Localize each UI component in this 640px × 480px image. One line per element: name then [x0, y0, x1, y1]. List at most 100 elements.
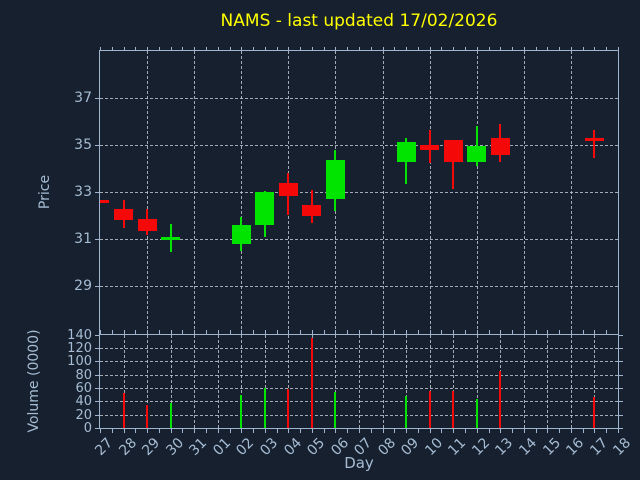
price-tick-label: 35 — [74, 137, 92, 154]
x-minor-tick-bottom — [606, 429, 608, 433]
price-tick-label: 33 — [74, 184, 92, 201]
volume-tick-right — [618, 387, 623, 389]
volume-gridline-v — [288, 334, 290, 428]
x-minor-tick-top — [194, 47, 196, 51]
x-minor-tick-mid — [476, 329, 478, 334]
x-minor-tick-mid — [170, 329, 172, 334]
x-minor-tick-mid — [370, 329, 372, 334]
volume-gridline-v — [123, 334, 125, 428]
candle-body — [490, 138, 510, 155]
candle-body — [302, 205, 322, 216]
volume-gridline-v — [570, 334, 572, 428]
x-minor-tick-mid — [359, 329, 360, 334]
price-tick-label: 29 — [74, 278, 92, 295]
x-tick-label: 27 — [92, 435, 117, 459]
x-minor-tick-mid — [147, 329, 149, 334]
x-minor-tick-bottom — [194, 429, 196, 433]
candle-body — [161, 236, 181, 240]
x-minor-tick-bottom — [618, 429, 619, 433]
x-minor-tick-mid — [194, 329, 196, 334]
x-minor-tick-bottom — [406, 429, 408, 433]
volume-gridline-v — [476, 334, 478, 428]
volume-tick-label: 20 — [75, 407, 92, 423]
volume-tick — [95, 361, 100, 363]
x-minor-tick-bottom — [335, 429, 337, 433]
x-minor-tick-top — [618, 47, 619, 51]
x-minor-tick-top — [158, 47, 160, 51]
volume-tick-right — [618, 347, 623, 349]
x-minor-tick-bottom — [217, 429, 219, 433]
x-minor-tick-bottom — [123, 429, 125, 433]
x-minor-tick-top — [570, 47, 572, 51]
x-minor-tick-top — [582, 47, 584, 51]
chart-title: NAMS - last updated 17/02/2026 — [220, 11, 498, 31]
volume-gridline-v — [547, 334, 549, 428]
volume-plot — [99, 335, 619, 429]
volume-bar — [405, 395, 408, 428]
x-tick-label: 12 — [469, 435, 494, 459]
x-minor-tick-top — [429, 47, 431, 51]
price-tick — [95, 145, 100, 147]
volume-gridline-v — [406, 334, 408, 428]
candle-wick — [593, 129, 596, 159]
price-tick — [95, 192, 100, 194]
candle-body — [278, 182, 298, 196]
x-minor-tick-bottom — [394, 429, 396, 433]
x-minor-tick-mid — [300, 329, 302, 334]
x-minor-tick-bottom — [500, 429, 502, 433]
x-minor-tick-bottom — [382, 429, 384, 433]
volume-bar — [452, 390, 455, 428]
x-minor-tick-top — [359, 47, 360, 51]
x-minor-tick-bottom — [170, 429, 172, 433]
volume-gridline-v — [594, 334, 596, 428]
volume-bar — [146, 405, 149, 428]
x-minor-tick-top — [335, 47, 337, 51]
candle-body — [584, 138, 604, 142]
volume-gridline-v — [147, 334, 149, 428]
x-tick-label: 10 — [422, 435, 446, 459]
x-minor-tick-mid — [335, 329, 337, 334]
x-minor-tick-mid — [606, 329, 608, 334]
x-minor-tick-mid — [276, 329, 278, 334]
x-minor-tick-mid — [241, 329, 243, 334]
x-minor-tick-bottom — [147, 429, 149, 433]
volume-bar — [310, 337, 313, 428]
volume-bar — [475, 398, 478, 428]
x-minor-tick-mid — [547, 329, 549, 334]
x-minor-tick-mid — [111, 329, 113, 334]
x-minor-tick-top — [441, 47, 443, 51]
x-minor-tick-top — [217, 47, 219, 51]
volume-tick-label: 100 — [67, 354, 92, 370]
volume-gridline-v — [453, 334, 455, 428]
volume-gridline-v — [382, 334, 384, 428]
x-minor-tick-bottom — [347, 429, 349, 433]
x-minor-tick-top — [547, 47, 549, 51]
x-minor-tick-top — [135, 47, 137, 51]
price-gridline-h — [100, 98, 618, 100]
x-minor-tick-top — [147, 47, 149, 51]
x-minor-tick-mid — [594, 329, 596, 334]
x-minor-tick-mid — [182, 329, 184, 334]
x-axis-title: Day — [344, 454, 374, 472]
x-minor-tick-bottom — [182, 429, 184, 433]
volume-tick-label: 60 — [75, 380, 92, 396]
x-minor-tick-mid — [135, 329, 137, 334]
volume-gridline-v — [359, 334, 360, 428]
x-minor-tick-bottom — [523, 429, 525, 433]
x-minor-tick-top — [170, 47, 172, 51]
x-minor-tick-bottom — [205, 429, 207, 433]
x-minor-tick-bottom — [288, 429, 290, 433]
volume-tick — [95, 374, 100, 376]
x-minor-tick-mid — [158, 329, 160, 334]
x-minor-tick-mid — [100, 329, 101, 334]
price-gridline-v — [570, 51, 572, 334]
candle-body — [100, 200, 109, 204]
price-tick-label: 31 — [74, 231, 92, 248]
x-tick-label: 18 — [610, 435, 635, 459]
x-minor-tick-top — [382, 47, 384, 51]
x-minor-tick-top — [406, 47, 408, 51]
price-gridline-h — [100, 239, 618, 241]
x-tick-label: 01 — [210, 435, 235, 459]
volume-bar — [169, 403, 172, 428]
